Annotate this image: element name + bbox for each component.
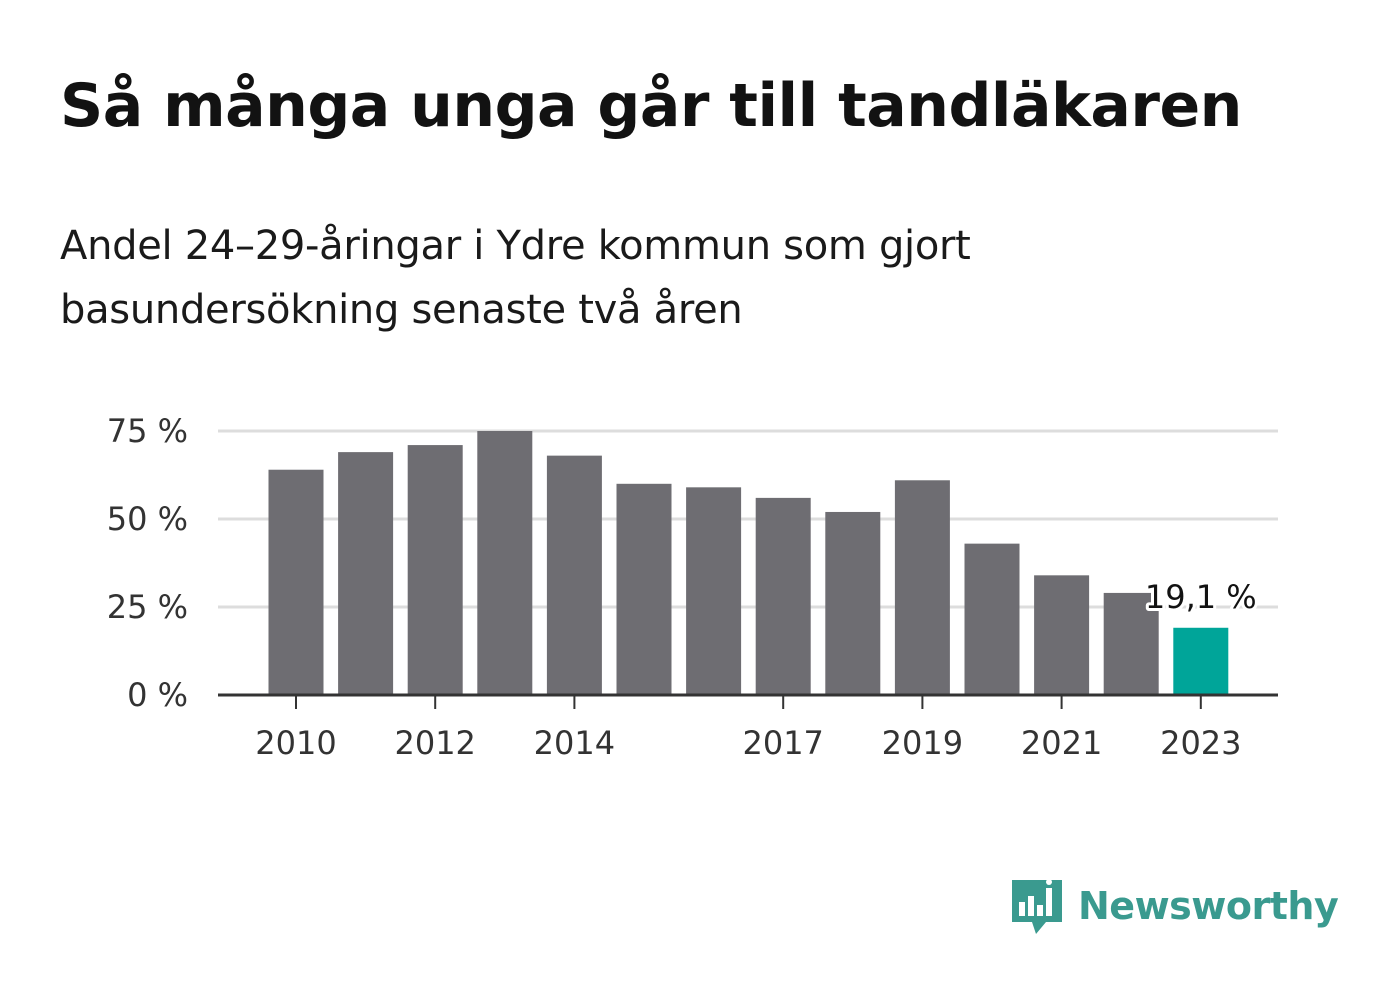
y-tick-label: 0 % [127,676,188,714]
x-tick-label: 2017 [742,724,823,762]
bar-2017 [755,497,811,695]
bar-2014 [546,455,602,695]
chart-speech-bubble-icon [1012,879,1062,934]
x-tick-label: 2023 [1160,724,1241,762]
newsworthy-logo: Newsworthy [1010,876,1339,936]
bar-2020 [964,543,1020,695]
y-tick-label: 50 % [107,500,188,538]
bar-2011 [338,452,394,695]
chart-subtitle: Andel 24–29-åringar i Ydre kommun som gj… [60,223,971,333]
data-label: 19,1 % [1145,578,1257,616]
bar-2019 [894,480,950,695]
y-tick-label: 75 % [107,412,188,450]
x-tick-label: 2012 [394,724,475,762]
bar-2021 [1034,575,1090,695]
bar-2012 [407,445,463,695]
bar-2022 [1103,592,1159,695]
x-tick-label: 2021 [1021,724,1102,762]
y-tick-label: 25 % [107,588,188,626]
chart-title: Så många unga går till tandläkaren [60,71,1242,141]
x-tick-label: 2010 [255,724,336,762]
x-tick-label: 2014 [534,724,615,762]
bar-2023 [1173,627,1229,695]
bar-2010 [268,469,324,695]
bar-2013 [477,431,533,695]
bar-2015 [616,483,672,695]
x-tick-label: 2019 [882,724,963,762]
bar-2016 [686,487,742,695]
brand-name: Newsworthy [1078,884,1339,928]
bar-2018 [825,511,881,695]
